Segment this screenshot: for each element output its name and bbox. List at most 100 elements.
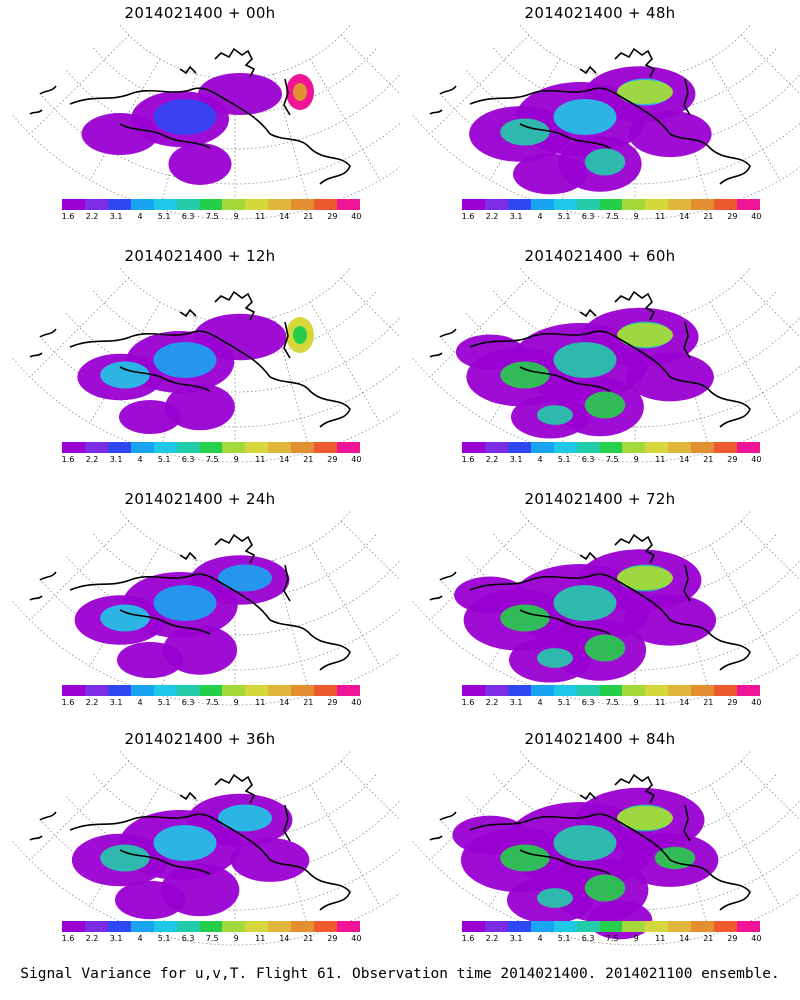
colorbar-swatch xyxy=(314,685,338,696)
map-panel: 2014021400 + 48h 1.6 2.2 3.1 4 5.1 6.3 7.5 9 11 14… xyxy=(400,0,800,240)
colorbar-swatch xyxy=(291,442,315,453)
colorbar-tick-label: 7.5 xyxy=(205,698,219,707)
coastline xyxy=(469,330,671,378)
colorbar-tick-label: 11 xyxy=(255,212,266,221)
colorbar-tick-label: 6.3 xyxy=(581,212,595,221)
colorbar-swatch xyxy=(484,921,508,932)
variance-blob xyxy=(193,313,287,361)
colorbar-swatch xyxy=(62,199,85,210)
colorbar-tick-label: 40 xyxy=(751,212,762,221)
panel-title: 2014021400 + 48h xyxy=(524,4,676,22)
colorbar-tick-label: 40 xyxy=(751,934,762,943)
colorbar-swatch xyxy=(622,921,646,932)
colorbar-tick-label: 40 xyxy=(351,698,362,707)
variance-blob xyxy=(115,880,185,920)
colorbar-tick-label: 1.6 xyxy=(461,934,475,943)
colorbar-tick-label: 6.3 xyxy=(181,934,195,943)
coastline xyxy=(579,791,691,842)
colorbar-swatch xyxy=(668,199,692,210)
colorbar-tick-label: 14 xyxy=(679,455,690,464)
colorbar-swatch xyxy=(130,199,154,210)
meridian-gridline xyxy=(273,559,311,696)
latitude-gridline xyxy=(412,115,800,220)
colorbar-swatch xyxy=(245,199,269,210)
meridian-gridline xyxy=(340,34,400,95)
colorbar-labels: 1.6 2.2 3.1 4 5.1 6.3 7.5 9 11 14 21 29 40 xyxy=(461,934,762,944)
colorbar-tick-label: 6.3 xyxy=(581,698,595,707)
colorbar-tick-label: 5.1 xyxy=(157,698,171,707)
latitude-gridline xyxy=(66,313,400,393)
variance-field xyxy=(454,549,717,683)
colorbar-tick-label: 14 xyxy=(279,455,290,464)
colorbar-tick-label: 1.6 xyxy=(461,455,475,464)
colorbar-swatch xyxy=(484,442,508,453)
meridian-gridline xyxy=(29,520,130,621)
colorbar-swatch xyxy=(314,921,338,932)
meridian-gridline xyxy=(340,760,400,821)
colorbar-swatch xyxy=(645,921,669,932)
colorbar-tick-label: 9 xyxy=(633,212,639,221)
colorbar-labels: 1.6 2.2 3.1 4 5.1 6.3 7.5 9 11 14 21 29 40 xyxy=(61,698,362,708)
meridian-gridline xyxy=(429,34,530,135)
colorbar-swatch xyxy=(199,921,223,932)
colorbar-tick-label: 40 xyxy=(351,934,362,943)
meridian-gridline xyxy=(340,277,400,338)
latitude-gridline xyxy=(12,115,400,220)
meridian-gridline xyxy=(709,784,781,907)
colorbar-tick-label: 7.5 xyxy=(205,212,219,221)
colorbar-swatch xyxy=(576,199,600,210)
variance-core xyxy=(584,874,626,902)
colorbar-swatch xyxy=(222,199,246,210)
colorbar-swatch xyxy=(462,685,485,696)
colorbar-tick-label: 5.1 xyxy=(557,455,571,464)
coastline xyxy=(519,366,611,392)
meridian-gridline xyxy=(740,34,800,95)
colorbar-swatch xyxy=(222,442,246,453)
variance-core xyxy=(100,844,150,872)
colorbar-tick-label: 6.3 xyxy=(581,934,595,943)
colorbar-labels: 1.6 2.2 3.1 4 5.1 6.3 7.5 9 11 14 21 29 40 xyxy=(462,698,762,708)
colorbar-tick-label: 29 xyxy=(727,212,738,221)
colorbar-swatch xyxy=(199,442,223,453)
coastline xyxy=(269,376,351,428)
panel-title: 2014021400 + 72h xyxy=(524,490,676,508)
colorbar-swatch xyxy=(553,199,577,210)
variance-core xyxy=(218,564,272,592)
colorbar-tick-label: 3.1 xyxy=(509,698,523,707)
colorbar-swatch xyxy=(107,921,131,932)
coastline xyxy=(179,551,291,602)
coastline xyxy=(119,849,211,875)
map-panel: 2014021400 + 00h 1.6 2.2 3.1 4 5.1 6.3 7.5 9 11 14… xyxy=(0,0,400,240)
colorbar xyxy=(62,442,360,453)
colorbar-tick-label: 6.3 xyxy=(181,698,195,707)
latitude-gridline xyxy=(12,358,400,463)
coastline xyxy=(29,811,57,841)
colorbar-tick-label: 14 xyxy=(279,934,290,943)
colorbar-tick-label: 29 xyxy=(327,212,338,221)
colorbar xyxy=(462,921,760,932)
colorbar xyxy=(462,685,760,696)
colorbar-swatch xyxy=(62,921,85,932)
colorbar-tick-label: 2.2 xyxy=(485,455,499,464)
colorbar-tick-label: 1.6 xyxy=(61,698,75,707)
meridian-gridline xyxy=(673,559,711,696)
colorbar-tick-label: 1.6 xyxy=(61,455,75,464)
meridian-gridline xyxy=(429,760,530,861)
coastline xyxy=(669,619,751,671)
latitude-gridline xyxy=(66,70,400,150)
coastline xyxy=(614,47,656,78)
colorbar-swatch xyxy=(484,685,508,696)
colorbar-swatch xyxy=(737,199,760,210)
colorbar-tick-label: 9 xyxy=(633,455,639,464)
colorbar-swatch xyxy=(507,921,531,932)
colorbar-tick-label: 6.3 xyxy=(181,212,195,221)
colorbar-swatch xyxy=(691,921,715,932)
coastline xyxy=(669,859,751,911)
colorbar-swatch xyxy=(291,921,315,932)
map-panel: 2014021400 + 12h 1.6 2.2 3.1 4 5.1 6.3 7.5 9 11 14… xyxy=(0,243,400,483)
colorbar-tick-label: 7.5 xyxy=(605,934,619,943)
colorbar-tick-label: 9 xyxy=(633,934,639,943)
colorbar-swatch xyxy=(153,685,177,696)
coastline xyxy=(119,123,211,149)
variance-core xyxy=(553,585,617,621)
